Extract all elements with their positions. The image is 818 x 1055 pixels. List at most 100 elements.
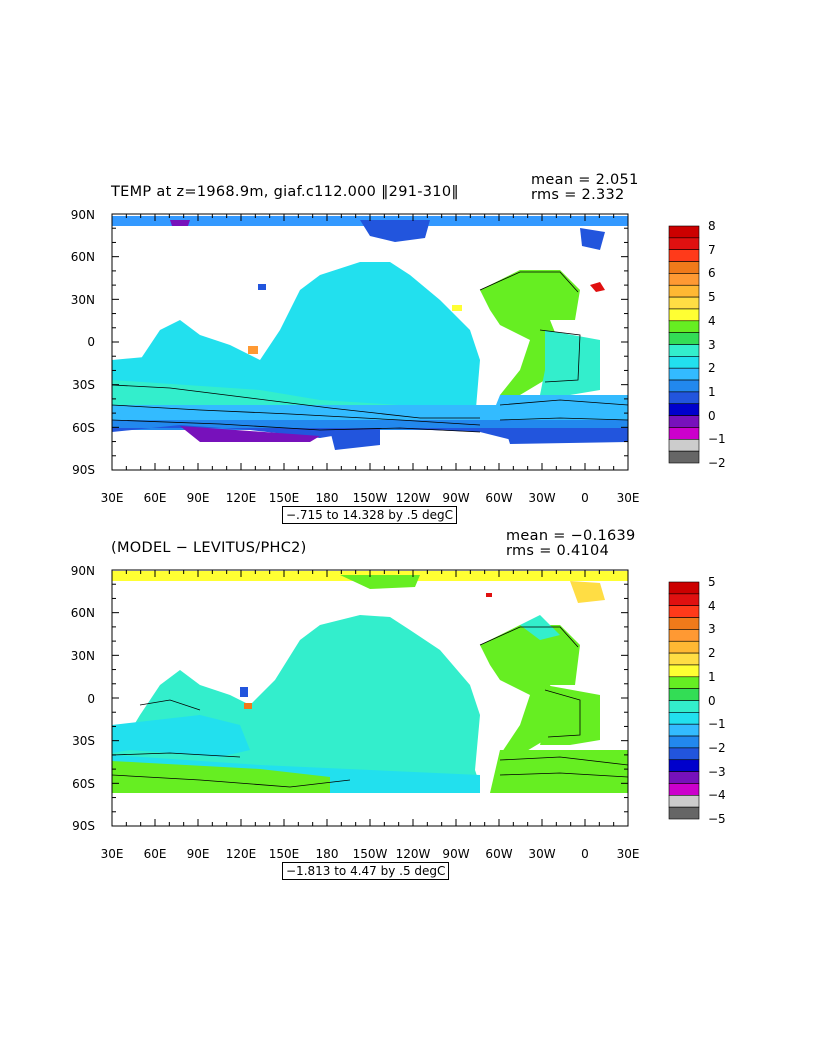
lon-label: 60E xyxy=(143,491,167,505)
lon-label: 0 xyxy=(581,847,589,861)
colorbar-tick-label: −5 xyxy=(708,812,726,826)
lon-label: 90W xyxy=(442,491,470,505)
lat-label: 0 xyxy=(87,692,95,706)
colorbar-swatch xyxy=(668,676,700,689)
temperature-map-panel: TEMP at z=1968.9m, giaf.c112.000 ‖291-31… xyxy=(70,172,726,524)
lon-label: 60W xyxy=(485,491,513,505)
lon-label: 120W xyxy=(395,491,431,505)
map-title: (MODEL − LEVITUS/PHC2) xyxy=(111,540,307,556)
ocean-field xyxy=(112,571,628,793)
colorbar-tick-label: 5 xyxy=(708,575,716,589)
colorbar-swatch xyxy=(668,415,700,428)
lat-label: 60N xyxy=(70,606,95,620)
colorbar-swatch xyxy=(668,261,700,274)
colorbar-swatch xyxy=(668,284,700,298)
colorbar-swatch xyxy=(668,367,700,381)
colorbar-swatch xyxy=(668,664,700,678)
lon-label: 30E xyxy=(100,491,124,505)
lon-label: 90W xyxy=(442,847,470,861)
colorbar-tick-label: 2 xyxy=(708,361,716,376)
colorbar xyxy=(668,225,700,464)
colorbar-swatch xyxy=(668,438,700,452)
lon-label: 120E xyxy=(225,491,257,505)
lat-label: 30S xyxy=(72,734,95,748)
colorbar-swatch xyxy=(668,391,700,405)
colorbar-swatch xyxy=(668,652,700,666)
lon-label: 60E xyxy=(143,847,167,861)
colorbar-tick-label: 1 xyxy=(708,384,716,399)
colorbar-tick-label: 0 xyxy=(708,693,716,708)
colorbar-tick-label: −3 xyxy=(708,764,726,779)
colorbar-swatch xyxy=(668,640,700,654)
contour-lines xyxy=(111,271,629,433)
colorbar xyxy=(668,581,700,820)
lon-label: 30E xyxy=(616,847,640,861)
colorbar-swatch xyxy=(668,783,700,796)
colorbar-tick-label: 3 xyxy=(708,622,716,637)
colorbar-tick-label: 7 xyxy=(708,242,716,257)
colorbar-tick-label: 4 xyxy=(708,313,716,328)
lat-label: 90S xyxy=(72,819,95,833)
colorbar-swatch xyxy=(668,617,700,630)
colorbar-swatch xyxy=(668,356,700,369)
lon-label: 30W xyxy=(528,847,556,861)
colorbar-swatch xyxy=(668,344,700,357)
temperature-map xyxy=(111,213,700,471)
colorbar-swatch xyxy=(668,308,700,322)
mean-value: mean = −0.1639 xyxy=(506,528,636,544)
colorbar-swatch xyxy=(668,273,700,286)
colorbar-swatch xyxy=(668,759,700,772)
colorbar-tick-label: 3 xyxy=(708,337,716,352)
colorbar-swatch xyxy=(668,593,700,606)
colorbar-swatch xyxy=(668,747,700,761)
colorbar-tick-label: −2 xyxy=(708,456,726,470)
colorbar-swatch xyxy=(668,735,700,749)
lon-label: 180 xyxy=(315,847,339,861)
colorbar-tick-label: −2 xyxy=(708,740,726,755)
colorbar-tick-label: 6 xyxy=(708,266,716,281)
colorbar-tick-label: 8 xyxy=(708,219,716,233)
lat-label: 30N xyxy=(70,649,95,663)
colorbar-swatch xyxy=(668,332,700,345)
contour-range-label: −.715 to 14.328 by .5 degC xyxy=(282,506,458,524)
colorbar-swatch xyxy=(668,794,700,808)
lon-label: 180 xyxy=(315,491,339,505)
mean-value: mean = 2.051 xyxy=(531,172,639,188)
ocean-field xyxy=(112,216,628,450)
lon-label: 60W xyxy=(485,847,513,861)
colorbar-swatch xyxy=(668,320,700,333)
lon-label: 150W xyxy=(352,847,388,861)
lon-label: 0 xyxy=(581,491,589,505)
colorbar-swatch xyxy=(668,723,700,737)
difference-map xyxy=(111,569,700,827)
difference-map-panel: (MODEL − LEVITUS/PHC2) mean = −0.1639 rm… xyxy=(0,525,818,885)
axis-ticks xyxy=(111,569,629,827)
lon-label: 120W xyxy=(395,847,431,861)
lon-label: 90E xyxy=(186,491,210,505)
colorbar-swatch xyxy=(668,806,700,820)
axis-ticks xyxy=(111,213,629,471)
colorbar-swatch xyxy=(668,403,700,416)
map-title: TEMP at z=1968.9m, giaf.c112.000 ‖291-31… xyxy=(111,184,459,200)
lon-label: 150E xyxy=(268,491,300,505)
colorbar-swatch xyxy=(668,379,700,393)
colorbar-swatch xyxy=(668,427,700,440)
lon-label: 30E xyxy=(616,491,640,505)
colorbar-tick-label: −1 xyxy=(708,432,726,447)
lon-label: 90E xyxy=(186,847,210,861)
colorbar-tick-label: 2 xyxy=(708,646,716,661)
lon-label: 30E xyxy=(100,847,124,861)
colorbar-swatch xyxy=(668,700,700,713)
colorbar-swatch xyxy=(668,225,700,239)
colorbar-swatch xyxy=(668,771,700,784)
colorbar-swatch xyxy=(668,688,700,701)
colorbar-swatch xyxy=(668,237,700,251)
colorbar-swatch xyxy=(668,629,700,642)
colorbar-swatch xyxy=(668,249,700,262)
colorbar-swatch xyxy=(668,605,700,618)
lon-label: 150E xyxy=(268,847,300,861)
lon-label: 120E xyxy=(225,847,257,861)
lon-label: 150W xyxy=(352,491,388,505)
lat-label: 60N xyxy=(70,250,95,264)
colorbar-swatch xyxy=(668,296,700,310)
